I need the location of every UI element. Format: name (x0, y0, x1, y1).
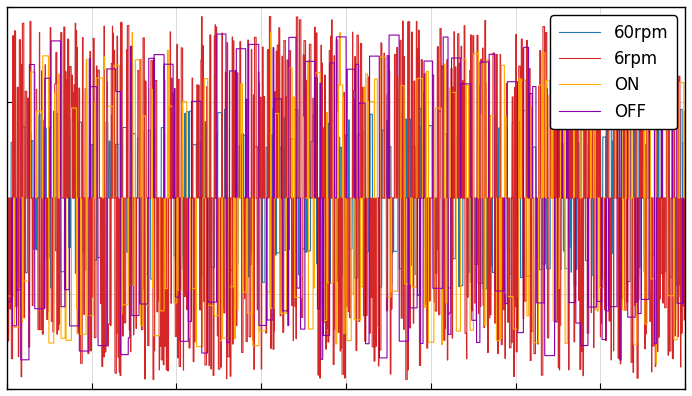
60rpm (637, 132, 646, 137)
OFF (212, 32, 221, 36)
ON (172, 300, 180, 305)
60rpm (489, 270, 497, 275)
6rpm (401, 377, 410, 382)
60rpm (638, 105, 646, 110)
ON (637, 63, 646, 68)
Line: 60rpm: 60rpm (7, 107, 685, 289)
6rpm (265, 14, 273, 19)
ON (681, 109, 689, 114)
6rpm (172, 334, 180, 339)
OFF (413, 305, 421, 310)
60rpm (3, 196, 11, 200)
60rpm (136, 287, 144, 291)
6rpm (438, 63, 446, 68)
OFF (172, 295, 180, 299)
60rpm (681, 141, 689, 145)
60rpm (324, 121, 332, 126)
ON (324, 280, 332, 285)
6rpm (324, 340, 332, 345)
ON (652, 361, 660, 366)
Line: ON: ON (7, 32, 685, 364)
ON (413, 76, 421, 81)
6rpm (681, 196, 689, 200)
6rpm (3, 196, 11, 200)
6rpm (637, 196, 646, 200)
Legend: 60rpm, 6rpm, ON, OFF: 60rpm, 6rpm, ON, OFF (550, 15, 677, 129)
OFF (438, 286, 446, 291)
ON (489, 113, 497, 118)
ON (438, 196, 446, 200)
60rpm (413, 272, 421, 277)
OFF (324, 333, 332, 338)
Line: OFF: OFF (7, 34, 685, 360)
ON (128, 30, 136, 35)
OFF (489, 52, 497, 57)
ON (3, 196, 11, 200)
6rpm (413, 196, 421, 200)
OFF (637, 196, 646, 200)
OFF (3, 196, 11, 200)
60rpm (438, 256, 446, 261)
Line: 6rpm: 6rpm (7, 17, 685, 379)
OFF (681, 303, 689, 308)
OFF (616, 358, 624, 362)
60rpm (172, 196, 180, 200)
6rpm (489, 196, 497, 200)
